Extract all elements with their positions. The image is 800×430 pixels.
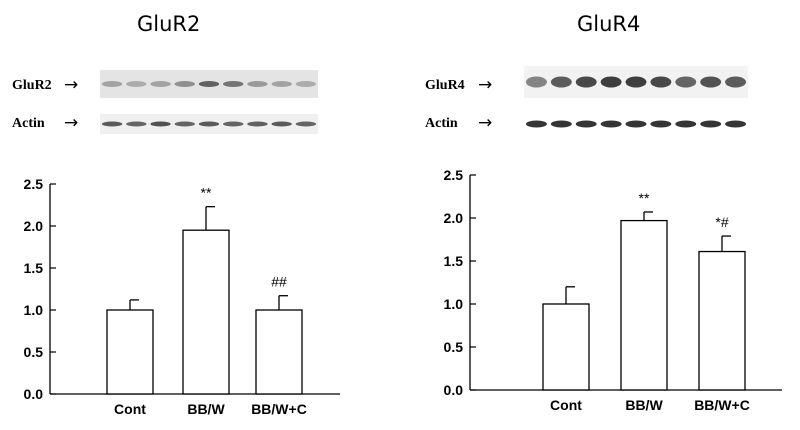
blot-band — [126, 121, 147, 127]
significance-label: ** — [639, 190, 650, 206]
blot-band — [271, 81, 292, 87]
blot-band — [198, 81, 220, 87]
significance-label: *# — [715, 214, 728, 230]
y-tick-label: 0.5 — [24, 344, 44, 360]
western-blot-glur4 — [524, 66, 748, 98]
blot-band — [525, 120, 547, 128]
blot-band — [675, 120, 697, 128]
blot-label-glur4: GluR4 — [425, 78, 465, 93]
bar — [255, 309, 303, 395]
blot-band — [150, 81, 171, 87]
blot-band — [198, 121, 220, 127]
y-tick-label: 1.5 — [24, 260, 44, 276]
category-label: BB/W — [187, 401, 225, 417]
blot-band — [525, 76, 547, 88]
western-blot-actin — [524, 114, 748, 134]
bar — [698, 250, 746, 391]
y-tick-label: 2.0 — [444, 210, 464, 226]
bar — [106, 309, 154, 395]
blot-band — [575, 76, 597, 88]
y-tick-label: 2.5 — [24, 176, 44, 192]
panel-title-glur2: GluR2 — [137, 12, 201, 36]
y-tick-label: 2.5 — [444, 167, 464, 183]
blot-band — [575, 120, 597, 128]
arrow-icon: → — [478, 113, 493, 133]
blot-band — [550, 76, 572, 88]
blot-band — [126, 81, 147, 87]
category-label: BB/W — [625, 397, 663, 413]
y-tick-label: 0.0 — [444, 382, 464, 398]
blot-band — [247, 121, 268, 127]
blot-band — [700, 76, 722, 88]
arrow-icon: → — [64, 75, 79, 95]
blot-band — [550, 120, 572, 128]
blot-band — [600, 76, 622, 88]
blot-label-actin: Actin — [12, 116, 45, 131]
category-label: BB/W+C — [694, 397, 750, 413]
significance-label: ## — [271, 274, 287, 290]
blot-band — [675, 76, 697, 88]
bar — [182, 229, 230, 395]
y-tick-label: 2.0 — [24, 218, 44, 234]
blot-band — [625, 76, 647, 88]
blot-band — [223, 121, 244, 127]
blot-band — [271, 121, 292, 127]
y-tick-label: 1.0 — [24, 302, 44, 318]
blot-band — [101, 81, 123, 87]
blot-band — [150, 121, 171, 127]
category-label: Cont — [550, 397, 582, 413]
western-blot-glur2 — [100, 70, 318, 98]
blot-band — [650, 120, 672, 128]
blot-band — [247, 81, 268, 87]
blot-band — [625, 120, 647, 128]
blot-band — [700, 120, 722, 128]
y-tick-label: 0.0 — [24, 386, 44, 402]
category-label: BB/W+C — [251, 401, 307, 417]
blot-band — [600, 120, 622, 128]
bar — [542, 303, 590, 391]
blot-band — [295, 81, 317, 87]
blot-band — [650, 76, 672, 88]
bar — [620, 219, 668, 391]
arrow-icon: → — [64, 113, 79, 133]
category-label: Cont — [114, 401, 146, 417]
blot-label-glur2: GluR2 — [12, 78, 52, 93]
blot-band — [295, 121, 317, 127]
y-tick-label: 1.5 — [444, 253, 464, 269]
arrow-icon: → — [478, 75, 493, 95]
blot-band — [101, 121, 123, 127]
significance-label: ** — [201, 185, 212, 201]
panel-title-glur4: GluR4 — [577, 12, 641, 36]
western-blot-actin — [100, 114, 318, 134]
y-tick-label: 1.0 — [444, 296, 464, 312]
blot-band — [174, 81, 195, 87]
blot-band — [174, 121, 195, 127]
blot-band — [725, 76, 747, 88]
y-tick-label: 0.5 — [444, 339, 464, 355]
blot-band — [725, 120, 747, 128]
blot-band — [223, 81, 244, 87]
blot-label-actin: Actin — [425, 116, 458, 131]
